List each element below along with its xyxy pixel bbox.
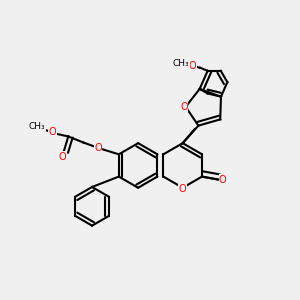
Text: O: O	[49, 127, 56, 137]
Text: CH₃: CH₃	[29, 122, 45, 130]
Text: O: O	[219, 175, 226, 184]
Text: O: O	[58, 152, 66, 162]
Text: O: O	[189, 61, 196, 71]
Text: O: O	[179, 184, 187, 194]
Text: O: O	[180, 102, 188, 112]
Text: O: O	[94, 143, 102, 153]
Text: CH₃: CH₃	[172, 59, 189, 68]
